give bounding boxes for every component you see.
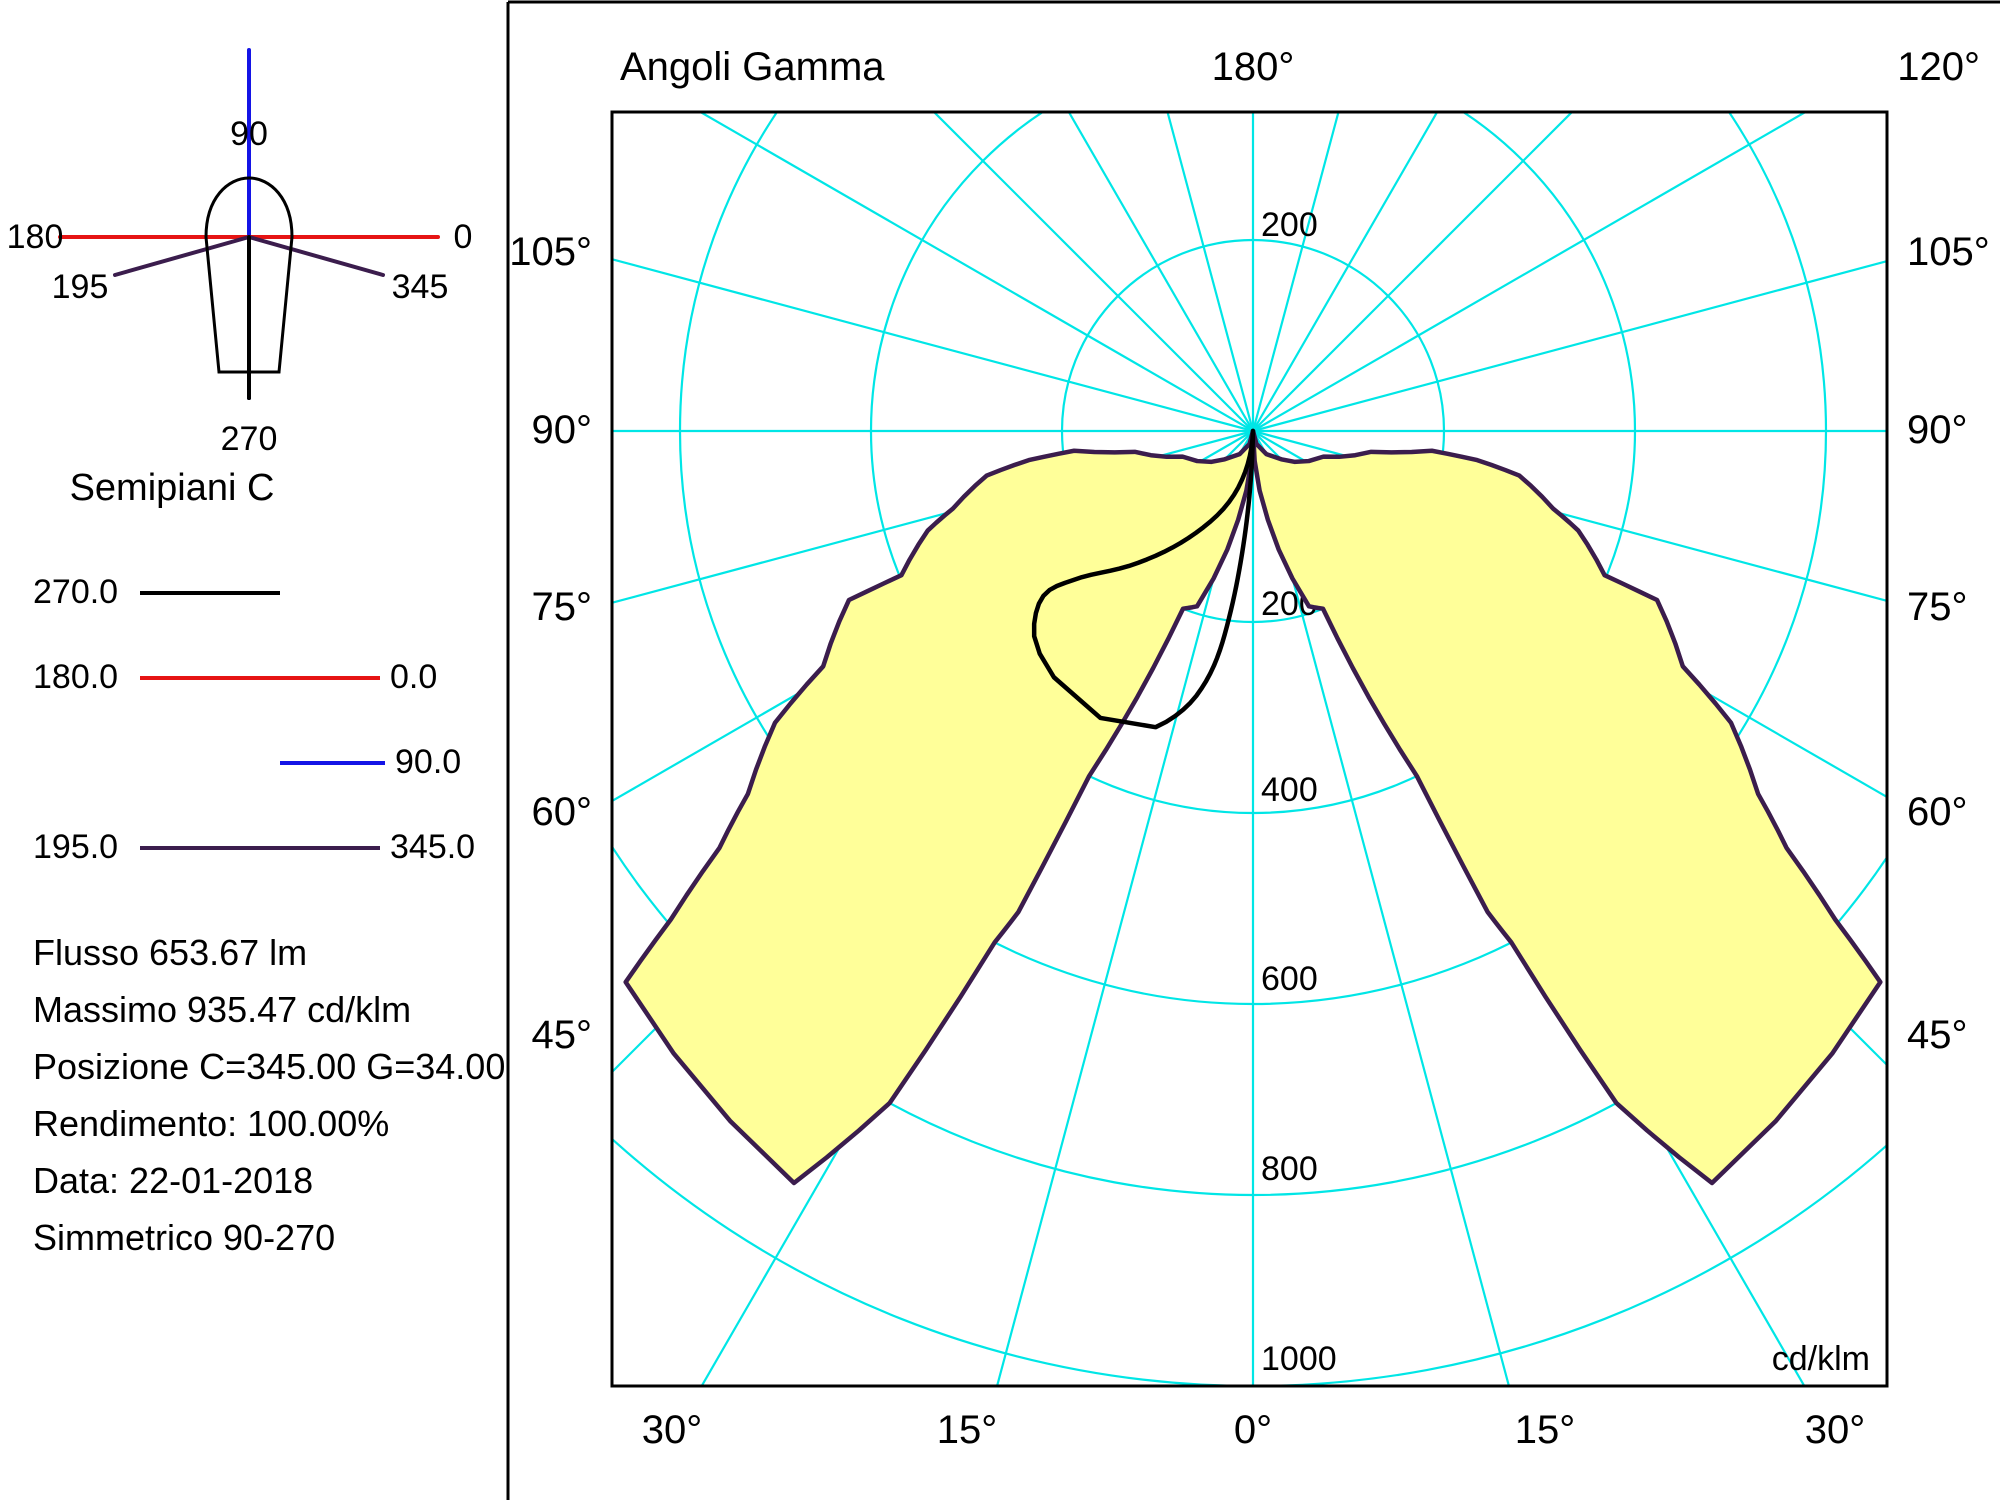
svg-text:0.0: 0.0 — [390, 658, 437, 696]
svg-text:0°: 0° — [1234, 1408, 1272, 1452]
svg-text:60°: 60° — [532, 790, 593, 834]
svg-text:180.0: 180.0 — [33, 658, 118, 696]
svg-text:180°: 180° — [1212, 45, 1295, 89]
svg-text:800: 800 — [1261, 1150, 1318, 1188]
svg-text:270: 270 — [221, 420, 278, 458]
svg-text:Posizione C=345.00 G=34.00: Posizione C=345.00 G=34.00 — [33, 1046, 505, 1087]
svg-text:Angoli Gamma: Angoli Gamma — [620, 45, 885, 89]
svg-text:Flusso 653.67 lm: Flusso 653.67 lm — [33, 932, 307, 973]
svg-text:90: 90 — [230, 115, 268, 153]
svg-text:Massimo 935.47 cd/klm: Massimo 935.47 cd/klm — [33, 989, 411, 1030]
svg-text:Simmetrico 90-270: Simmetrico 90-270 — [33, 1217, 335, 1258]
svg-text:90°: 90° — [1907, 408, 1968, 452]
svg-text:195.0: 195.0 — [33, 828, 118, 866]
svg-text:1000: 1000 — [1261, 1340, 1337, 1378]
svg-text:90°: 90° — [532, 408, 593, 452]
svg-text:345: 345 — [392, 268, 449, 306]
svg-text:195: 195 — [52, 268, 109, 306]
svg-text:120°: 120° — [1897, 45, 1980, 89]
svg-text:400: 400 — [1261, 771, 1318, 809]
svg-text:200: 200 — [1261, 206, 1318, 244]
svg-text:600: 600 — [1261, 960, 1318, 998]
svg-text:30°: 30° — [1805, 1408, 1866, 1452]
svg-text:Semipiani C: Semipiani C — [70, 467, 275, 509]
svg-text:45°: 45° — [1907, 1013, 1968, 1057]
svg-text:180: 180 — [7, 218, 64, 256]
svg-text:15°: 15° — [1515, 1408, 1576, 1452]
svg-text:Data: 22-01-2018: Data: 22-01-2018 — [33, 1160, 313, 1201]
svg-text:105°: 105° — [1907, 230, 1990, 274]
svg-text:270.0: 270.0 — [33, 573, 118, 611]
svg-text:75°: 75° — [532, 585, 593, 629]
svg-text:45°: 45° — [532, 1013, 593, 1057]
svg-text:30°: 30° — [642, 1408, 703, 1452]
svg-text:75°: 75° — [1907, 585, 1968, 629]
svg-text:90.0: 90.0 — [395, 743, 461, 781]
svg-text:105°: 105° — [509, 230, 592, 274]
svg-text:cd/klm: cd/klm — [1772, 1340, 1870, 1378]
svg-text:345.0: 345.0 — [390, 828, 475, 866]
svg-text:0: 0 — [454, 218, 473, 256]
svg-text:60°: 60° — [1907, 790, 1968, 834]
svg-text:15°: 15° — [937, 1408, 998, 1452]
svg-text:Rendimento: 100.00%: Rendimento: 100.00% — [33, 1103, 389, 1144]
